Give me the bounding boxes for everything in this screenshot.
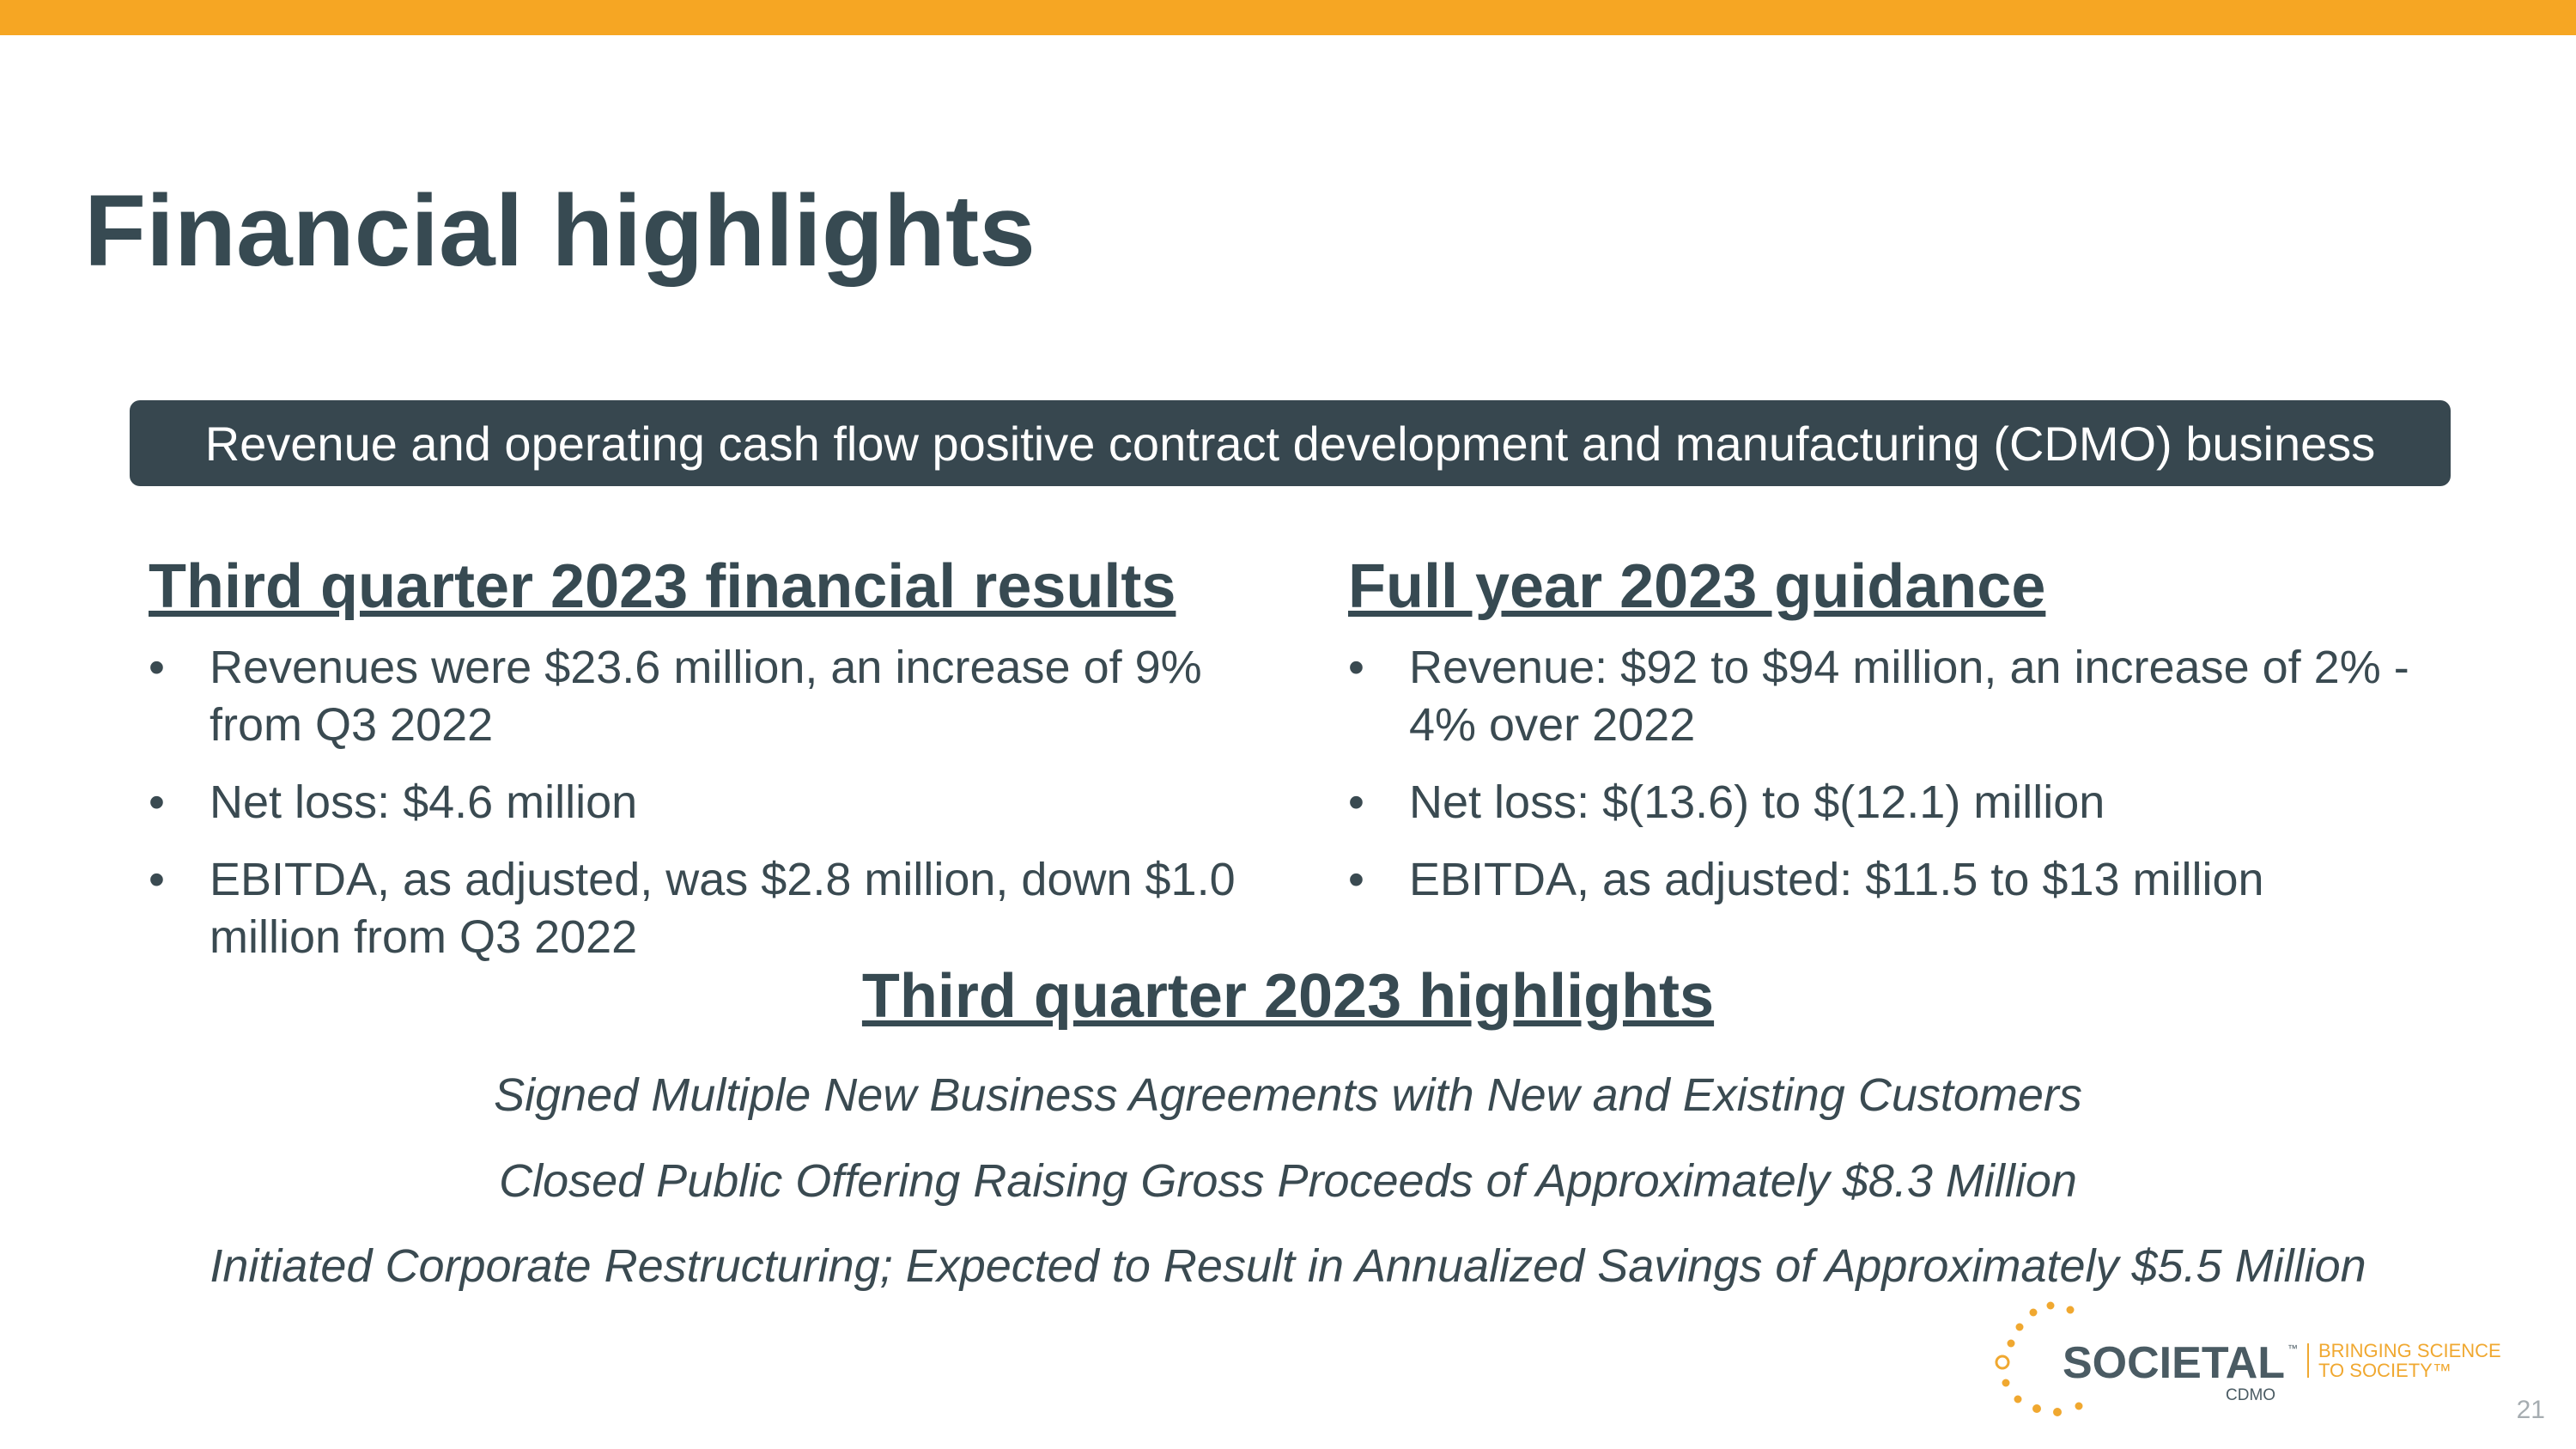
bullet-icon: • (149, 776, 165, 829)
list-item: • EBITDA, as adjusted, was $2.8 million, … (149, 851, 1299, 966)
guidance-section: Full year 2023 guidance • Revenue: $92 to… (1348, 550, 2456, 928)
list-item: • EBITDA, as adjusted: $11.5 to $13 milli… (1348, 851, 2456, 909)
list-item: • Revenues were $23.6 million, an increas… (149, 639, 1299, 754)
guidance-list: • Revenue: $92 to $94 million, an increas… (1348, 639, 2456, 909)
guidance-text: Net loss: $(13.6) to $(12.1) million (1409, 776, 2105, 829)
q3-results-list: • Revenues were $23.6 million, an increas… (149, 639, 1299, 966)
list-item: • Revenue: $92 to $94 million, an increas… (1348, 639, 2456, 754)
logo-name: SOCIETAL (2063, 1338, 2285, 1388)
list-item: • Net loss: $(13.6) to $(12.1) million (1348, 774, 2456, 831)
page-title: Financial highlights (84, 174, 1036, 288)
summary-banner: Revenue and operating cash flow positive… (130, 400, 2451, 486)
q3-results-heading: Third quarter 2023 financial results (149, 552, 1176, 621)
societal-cdmo-logo: SOCIETAL ™ CDMO BRINGING SCIENCE TO SOCI… (1995, 1301, 2501, 1416)
summary-banner-text: Revenue and operating cash flow positive… (204, 416, 2376, 471)
logo-tagline-line2: TO SOCIETY™ (2318, 1360, 2451, 1381)
list-item: • Net loss: $4.6 million (149, 774, 1299, 831)
guidance-text: Revenue: $92 to $94 million, an increase… (1409, 642, 2409, 752)
highlight-item: Closed Public Offering Raising Gross Pro… (499, 1155, 2077, 1207)
sun-dots-icon (1995, 1301, 2083, 1416)
guidance-text: EBITDA, as adjusted: $11.5 to $13 millio… (1409, 854, 2264, 906)
highlights-heading: Third quarter 2023 highlights (861, 962, 1715, 1031)
bullet-icon: • (1348, 776, 1364, 829)
highlight-item: Initiated Corporate Restructuring; Expec… (210, 1240, 2366, 1292)
logo-sub: CDMO (2226, 1386, 2275, 1404)
guidance-heading: Full year 2023 guidance (1348, 552, 2046, 621)
bullet-icon: • (1348, 642, 1364, 694)
q3-result-text: Revenues were $23.6 million, an increase… (210, 642, 1202, 752)
q3-result-text: Net loss: $4.6 million (210, 776, 638, 829)
q3-result-text: EBITDA, as adjusted, was $2.8 million, d… (210, 854, 1236, 964)
bullet-icon: • (1348, 854, 1364, 906)
highlight-item: Signed Multiple New Business Agreements … (494, 1069, 2082, 1121)
bullet-icon: • (149, 854, 165, 906)
bullet-icon: • (149, 642, 165, 694)
logo-tagline-line1: BRINGING SCIENCE (2318, 1340, 2501, 1361)
q3-results-section: Third quarter 2023 financial results • Re… (149, 550, 1299, 986)
page-number: 21 (2516, 1396, 2545, 1424)
top-accent-bar (0, 0, 2576, 35)
logo-trademark: ™ (2287, 1342, 2298, 1355)
